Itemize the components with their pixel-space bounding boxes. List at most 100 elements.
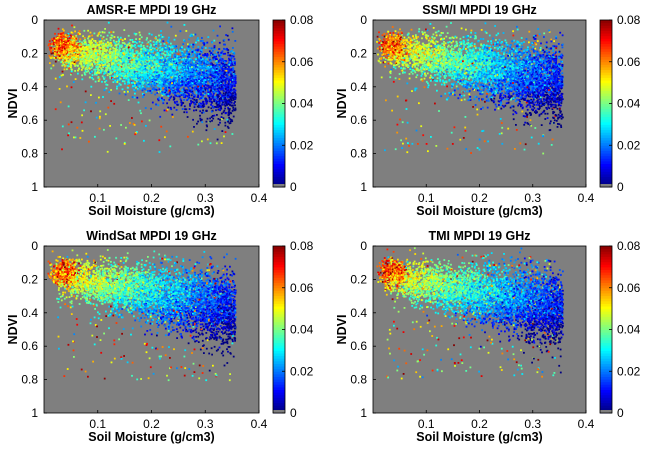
data-point bbox=[104, 65, 107, 68]
data-point bbox=[184, 91, 187, 93]
data-point bbox=[220, 72, 223, 75]
data-point bbox=[114, 63, 117, 66]
data-point bbox=[103, 47, 106, 50]
data-point bbox=[183, 24, 186, 26]
data-point bbox=[140, 71, 143, 74]
data-point bbox=[82, 51, 85, 54]
data-point bbox=[151, 66, 153, 69]
data-point bbox=[230, 104, 233, 107]
data-point bbox=[231, 64, 234, 66]
data-point bbox=[143, 94, 145, 96]
data-point bbox=[168, 79, 171, 81]
data-point bbox=[145, 125, 147, 127]
data-point bbox=[191, 90, 194, 93]
data-point bbox=[142, 96, 144, 98]
data-point bbox=[136, 96, 139, 99]
data-point bbox=[134, 44, 136, 46]
data-point bbox=[203, 83, 206, 85]
data-point bbox=[161, 97, 163, 100]
data-point bbox=[214, 80, 217, 83]
data-point bbox=[75, 43, 78, 46]
data-point bbox=[115, 47, 118, 50]
data-point bbox=[177, 53, 180, 56]
data-point bbox=[218, 78, 221, 80]
data-point bbox=[212, 94, 214, 97]
data-point bbox=[215, 95, 218, 98]
data-point bbox=[110, 56, 113, 59]
data-point bbox=[80, 64, 83, 66]
data-point bbox=[224, 80, 227, 83]
data-point bbox=[174, 80, 177, 82]
data-point bbox=[112, 47, 115, 50]
data-point bbox=[154, 71, 156, 73]
data-point bbox=[48, 43, 51, 45]
data-point bbox=[181, 51, 183, 54]
data-point bbox=[221, 99, 224, 102]
data-point bbox=[194, 103, 197, 106]
data-point bbox=[234, 93, 237, 96]
data-point bbox=[114, 57, 117, 60]
data-point bbox=[222, 70, 225, 72]
data-point bbox=[215, 102, 218, 105]
data-point bbox=[103, 70, 106, 73]
data-point bbox=[64, 47, 66, 50]
data-point bbox=[167, 49, 169, 52]
data-point bbox=[154, 77, 157, 80]
data-point bbox=[98, 96, 100, 99]
data-point bbox=[76, 57, 78, 60]
data-point bbox=[126, 72, 129, 75]
data-point bbox=[164, 65, 166, 68]
data-point bbox=[105, 70, 108, 73]
data-point bbox=[210, 67, 212, 70]
data-point bbox=[144, 88, 146, 91]
data-point bbox=[220, 98, 223, 101]
data-point bbox=[234, 97, 237, 100]
data-point bbox=[206, 70, 209, 73]
data-point bbox=[143, 78, 145, 81]
data-point bbox=[161, 81, 163, 84]
data-point bbox=[165, 57, 168, 60]
data-point bbox=[54, 77, 57, 80]
data-point bbox=[134, 133, 137, 136]
data-point bbox=[219, 76, 222, 79]
data-point bbox=[228, 78, 230, 81]
data-point bbox=[232, 108, 235, 111]
data-point bbox=[109, 48, 111, 51]
data-point bbox=[115, 81, 117, 84]
data-point bbox=[206, 41, 209, 44]
data-point bbox=[123, 80, 126, 83]
data-point bbox=[59, 50, 62, 53]
data-point bbox=[75, 64, 77, 67]
data-point bbox=[151, 82, 154, 84]
data-point bbox=[61, 125, 64, 128]
data-point bbox=[187, 57, 190, 59]
data-point bbox=[129, 58, 132, 60]
data-point bbox=[154, 84, 156, 87]
data-point bbox=[126, 66, 128, 69]
data-point bbox=[192, 83, 194, 86]
data-point bbox=[204, 100, 207, 103]
data-point bbox=[89, 41, 92, 44]
data-point bbox=[204, 88, 207, 91]
data-point bbox=[150, 33, 153, 36]
data-point bbox=[229, 62, 232, 65]
data-point bbox=[150, 107, 152, 110]
data-point bbox=[148, 74, 151, 77]
data-point bbox=[70, 48, 73, 50]
data-point bbox=[70, 86, 73, 89]
data-point bbox=[73, 54, 75, 57]
data-point bbox=[145, 71, 148, 74]
data-point bbox=[104, 59, 106, 62]
data-point bbox=[94, 50, 97, 53]
data-point bbox=[164, 82, 166, 85]
data-point bbox=[144, 49, 147, 52]
data-point bbox=[150, 83, 153, 86]
data-point bbox=[168, 59, 170, 61]
data-point bbox=[174, 70, 176, 72]
data-point bbox=[224, 105, 227, 107]
data-point bbox=[107, 21, 110, 24]
data-point bbox=[233, 70, 236, 73]
data-point bbox=[199, 65, 202, 68]
data-point bbox=[205, 87, 208, 90]
data-point bbox=[190, 100, 193, 103]
